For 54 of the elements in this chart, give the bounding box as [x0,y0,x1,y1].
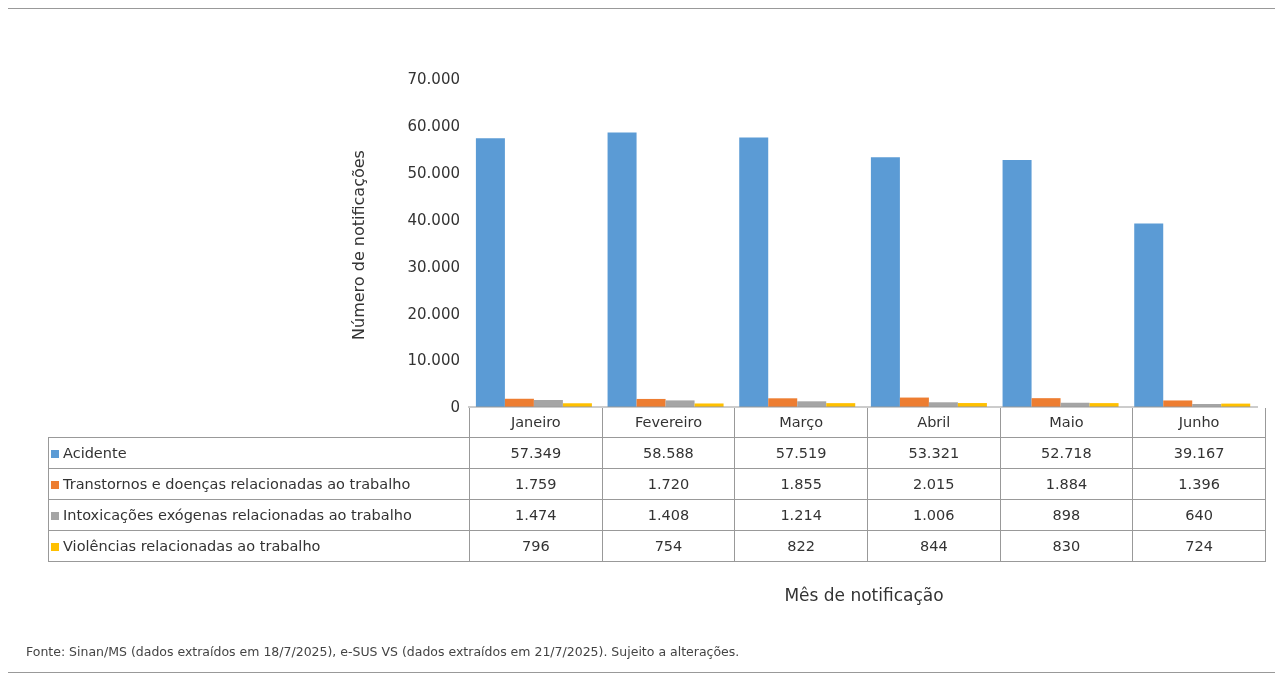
data-label: 57.519 [734,437,868,468]
legend-label: Violências relacionadas ao trabalho [48,530,470,561]
x-tick-label: Maio [1000,408,1133,437]
data-label: 52.718 [1000,437,1133,468]
data-label: 830 [1000,530,1133,561]
data-label: 822 [734,530,868,561]
data-label: 1.408 [602,499,735,530]
data-label: 1.759 [469,468,603,499]
data-label: 844 [867,530,1001,561]
data-label: 1.214 [734,499,868,530]
data-label: 1.396 [1132,468,1266,499]
y-tick-label: 0 [450,398,460,417]
bar [475,138,505,407]
data-label: 754 [602,530,735,561]
y-tick-label: 60.000 [407,117,460,136]
source-note: Fonte: Sinan/MS (dados extraídos em 18/7/2025), e-SUS VS (dados extraídos em 21/7/2025). Sujeito a alterações. [26,644,740,659]
text: Mês de notificação [783,585,945,605]
data-label: 58.588 [602,437,735,468]
data-label: 57.349 [469,437,603,468]
bar [1002,159,1032,407]
bar [768,398,798,407]
y-tick-label: 20.000 [407,304,460,323]
x-tick-label: Abril [867,408,1001,437]
data-label: 53.321 [867,437,1001,468]
data-label: 640 [1132,499,1266,530]
bar [607,132,637,407]
y-tick-label: 10.000 [407,351,460,370]
data-label: 1.006 [867,499,1001,530]
y-tick-label: 40.000 [407,210,460,229]
data-label: 1.884 [1000,468,1133,499]
y-tick-label: 50.000 [407,164,460,183]
y-axis-title: Número de notificações [348,150,368,340]
legend-label: Transtornos e doenças relacionadas ao trabalho [48,468,470,499]
bar [1134,223,1164,407]
bar [739,137,769,407]
x-tick-label: Janeiro [469,408,603,437]
data-label: 796 [469,530,603,561]
data-label: 1.474 [469,499,603,530]
y-tick-label: 70.000 [407,70,460,89]
data-label: 1.720 [602,468,735,499]
data-label: 2.015 [867,468,1001,499]
x-tick-label: Fevereiro [602,408,735,437]
data-label: 724 [1132,530,1266,561]
x-tick-label: Junho [1132,408,1266,437]
legend-label: Intoxicações exógenas relacionadas ao trabalho [48,499,470,530]
x-tick-label: Março [734,408,868,437]
bar [870,157,900,407]
legend-label: Acidente [48,437,470,468]
data-label: 1.855 [734,468,868,499]
data-label: 898 [1000,499,1133,530]
bar [1163,400,1193,407]
y-tick-label: 30.000 [407,257,460,276]
bar [1031,398,1061,407]
data-label: 39.167 [1132,437,1266,468]
